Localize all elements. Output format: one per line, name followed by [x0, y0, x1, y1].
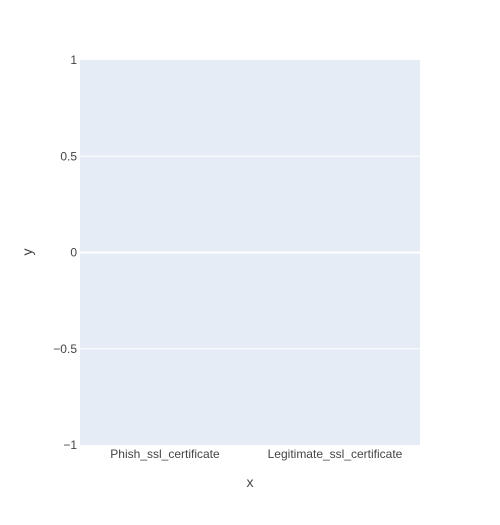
y-tick-label: 0 [70, 246, 77, 260]
y-tick-label: 1 [70, 53, 77, 67]
x-tick-labels: Phish_ssl_certificate Legitimate_ssl_cert… [110, 447, 402, 461]
x-tick-label: Phish_ssl_certificate [110, 447, 220, 461]
gridlines [80, 155, 420, 350]
x-tick-label: Legitimate_ssl_certificate [268, 447, 403, 461]
x-axis-title: x [247, 474, 254, 490]
y-tick-label: −1 [63, 438, 77, 452]
y-axis-title: y [19, 249, 35, 256]
y-tick-label: −0.5 [53, 342, 77, 356]
y-tick-label: 0.5 [60, 149, 77, 163]
y-tick-labels: 1 0.5 0 −0.5 −1 [53, 53, 77, 452]
